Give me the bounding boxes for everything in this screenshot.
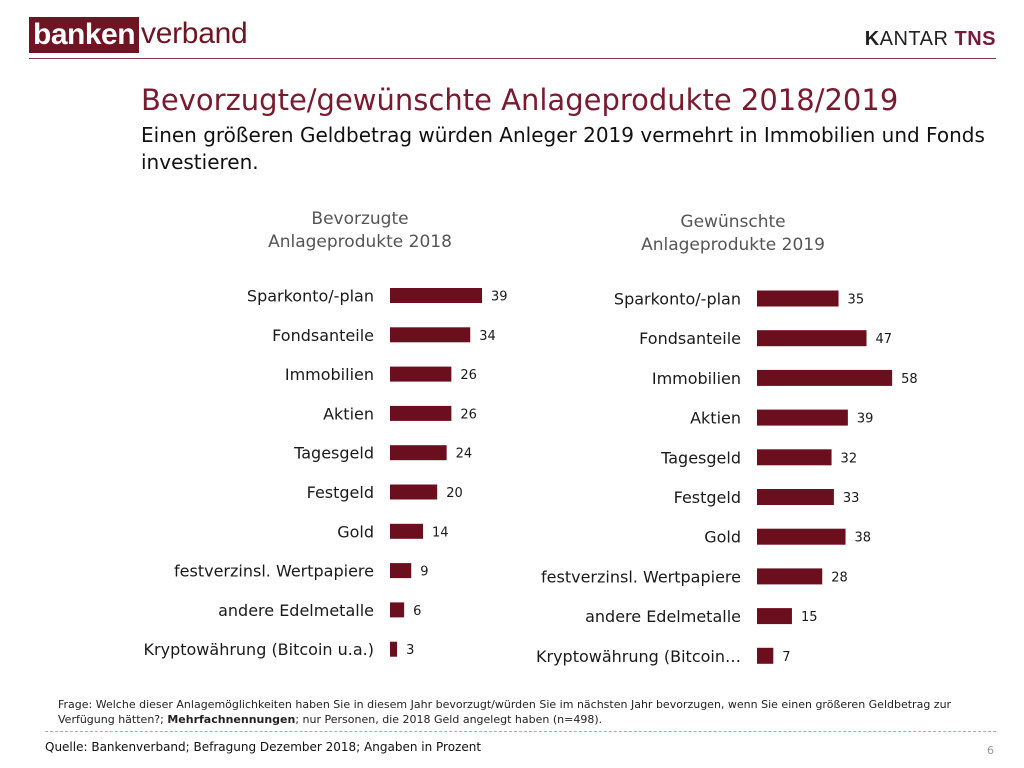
data-label: 34 bbox=[479, 329, 496, 344]
bar bbox=[757, 290, 839, 307]
header-divider bbox=[29, 58, 996, 59]
logo-box-text: banken bbox=[29, 17, 140, 53]
bar bbox=[390, 327, 471, 343]
category-label: festverzinsl. Wertpapiere bbox=[541, 567, 741, 586]
page-title: Bevorzugte/gewünschte Anlageprodukte 201… bbox=[141, 83, 899, 117]
category-label: Aktien bbox=[323, 404, 374, 423]
chart-1-title-line2: Anlageprodukte 2018 bbox=[268, 232, 452, 252]
data-label: 26 bbox=[460, 407, 477, 422]
category-label: Festgeld bbox=[674, 488, 741, 507]
chart-2-title: Gewünschte Anlageprodukte 2019 bbox=[613, 211, 853, 257]
category-label: Gold bbox=[337, 522, 374, 541]
category-label: Kryptowährung (Bitcoin… bbox=[536, 647, 741, 666]
bar bbox=[390, 523, 424, 539]
bar bbox=[757, 489, 834, 505]
chart-2-bar-chart: Sparkonto/-plan 35 Fondsanteile 47 Immobilie… bbox=[536, 290, 918, 666]
page-subtitle: Einen größeren Geldbetrag würden Anleger… bbox=[141, 123, 985, 174]
data-label: 39 bbox=[857, 412, 874, 427]
bar bbox=[757, 528, 846, 545]
category-label: Tagesgeld bbox=[293, 444, 374, 463]
chart-1-title: Bevorzugte Anlageprodukte 2018 bbox=[240, 208, 480, 254]
bar bbox=[390, 366, 452, 382]
data-label: 9 bbox=[420, 565, 428, 580]
category-label: andere Edelmetalle bbox=[585, 607, 741, 626]
category-label: Kryptowährung (Bitcoin u.a.) bbox=[144, 640, 374, 659]
data-label: 39 bbox=[491, 290, 508, 305]
bar bbox=[390, 484, 438, 500]
page-number: 6 bbox=[987, 744, 994, 757]
logo-rest-text: verband bbox=[141, 17, 248, 50]
data-label: 3 bbox=[406, 643, 414, 658]
logo-k: K bbox=[864, 28, 880, 50]
question-footnote: Frage: Welche dieser Anlagemöglichkeiten… bbox=[58, 697, 998, 727]
category-label: Immobilien bbox=[652, 369, 741, 388]
bar bbox=[757, 568, 823, 585]
data-label: 38 bbox=[855, 531, 872, 546]
category-label: Sparkonto/-plan bbox=[614, 290, 741, 309]
data-label: 14 bbox=[432, 525, 449, 540]
bankenverband-logo: banken verband bbox=[29, 17, 248, 53]
footer-divider bbox=[45, 731, 996, 732]
bar bbox=[757, 449, 832, 466]
category-label: Festgeld bbox=[307, 483, 374, 502]
data-label: 32 bbox=[841, 451, 858, 466]
logo-antar: ANTAR bbox=[879, 28, 955, 50]
footnote-text-2: ; nur Personen, die 2018 Geld angelegt h… bbox=[295, 713, 603, 726]
bar bbox=[757, 369, 893, 386]
bar bbox=[757, 409, 848, 426]
bar bbox=[757, 330, 867, 347]
category-label: Aktien bbox=[690, 409, 741, 428]
category-label: Tagesgeld bbox=[660, 448, 741, 467]
data-label: 58 bbox=[901, 372, 918, 387]
bar bbox=[757, 647, 774, 664]
data-label: 20 bbox=[446, 486, 463, 501]
data-label: 24 bbox=[456, 447, 473, 462]
category-label: Fondsanteile bbox=[272, 326, 374, 345]
bar bbox=[390, 405, 452, 421]
bar bbox=[390, 641, 398, 657]
bar bbox=[390, 445, 447, 461]
data-label: 26 bbox=[460, 368, 477, 383]
data-label: 47 bbox=[876, 332, 893, 347]
footnote-text-1: Frage: Welche dieser Anlagemöglichkeiten… bbox=[58, 698, 952, 726]
data-label: 6 bbox=[413, 604, 421, 619]
category-label: Sparkonto/-plan bbox=[247, 287, 374, 306]
chart-1-title-line1: Bevorzugte bbox=[311, 209, 409, 229]
data-label: 35 bbox=[848, 293, 865, 308]
source-note: Quelle: Bankenverband; Befragung Dezembe… bbox=[45, 740, 482, 754]
data-label: 33 bbox=[843, 491, 860, 506]
bar bbox=[390, 602, 405, 618]
category-label: Fondsanteile bbox=[639, 329, 741, 348]
logo-tns: TNS bbox=[954, 28, 996, 50]
category-label: festverzinsl. Wertpapiere bbox=[174, 562, 374, 581]
bar bbox=[390, 563, 412, 579]
footnote-bold: Mehrfachnennungen bbox=[167, 713, 296, 726]
category-label: Gold bbox=[704, 528, 741, 547]
bar bbox=[757, 608, 792, 625]
data-label: 15 bbox=[801, 610, 818, 625]
category-label: andere Edelmetalle bbox=[218, 601, 374, 620]
chart-2-title-line2: Anlageprodukte 2019 bbox=[641, 235, 825, 255]
data-label: 7 bbox=[782, 650, 790, 665]
kantar-tns-logo: KANTAR TNS bbox=[865, 28, 996, 50]
data-label: 28 bbox=[831, 570, 848, 585]
category-label: Immobilien bbox=[285, 365, 374, 384]
bar bbox=[390, 288, 483, 303]
chart-2-title-line1: Gewünschte bbox=[680, 212, 786, 232]
